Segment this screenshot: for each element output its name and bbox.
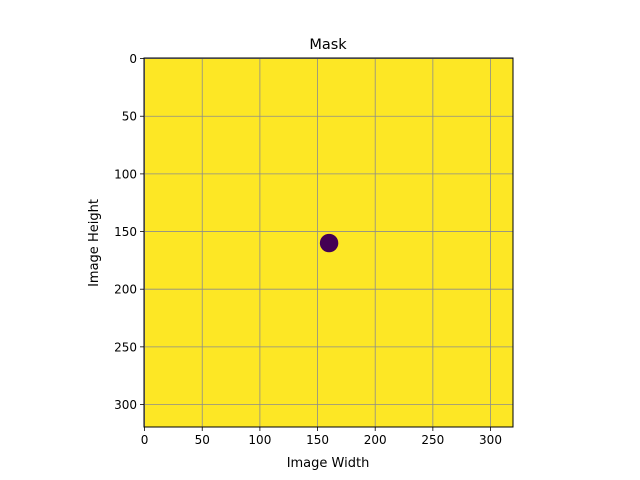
- y-tick-label: 150: [114, 225, 137, 239]
- x-tick-label: 100: [248, 433, 271, 447]
- x-tick-label: 200: [364, 433, 387, 447]
- x-axis-label: Image Width: [287, 456, 370, 471]
- chart-title: Mask: [309, 37, 347, 53]
- plot-frame: [143, 57, 514, 428]
- x-tick-label: 250: [421, 433, 444, 447]
- y-tick-label: 100: [114, 167, 137, 181]
- y-axis-ticks: 0 50 100 150 200 250 300: [114, 52, 144, 412]
- y-tick-label: 50: [122, 110, 137, 124]
- plot-area: [143, 57, 514, 428]
- masked-circle: [319, 233, 339, 253]
- x-axis-ticks: 0 50 100 150 200 250 300: [141, 427, 502, 447]
- mask-regions: [319, 233, 339, 253]
- y-tick-label: 0: [129, 52, 137, 66]
- y-tick-label: 300: [114, 398, 137, 412]
- y-tick-label: 250: [114, 340, 137, 354]
- y-tick-label: 200: [114, 283, 137, 297]
- y-axis-label: Image Height: [87, 199, 102, 287]
- x-tick-label: 300: [479, 433, 502, 447]
- grid-lines: [144, 58, 513, 427]
- x-tick-label: 50: [195, 433, 210, 447]
- x-tick-label: 0: [141, 433, 149, 447]
- x-tick-label: 150: [306, 433, 329, 447]
